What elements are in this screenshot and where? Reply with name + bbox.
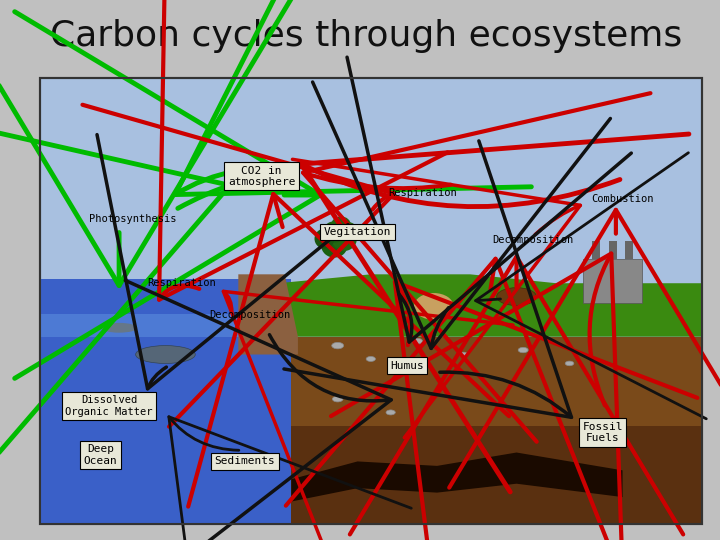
Text: Humus: Humus bbox=[390, 361, 424, 370]
Text: Deep
Ocean: Deep Ocean bbox=[84, 444, 117, 465]
FancyArrowPatch shape bbox=[284, 141, 572, 417]
Bar bbox=[40, 426, 702, 524]
Text: Combustion: Combustion bbox=[591, 193, 654, 204]
FancyArrowPatch shape bbox=[0, 107, 230, 455]
Ellipse shape bbox=[333, 396, 343, 402]
FancyArrowPatch shape bbox=[223, 292, 513, 540]
Ellipse shape bbox=[412, 338, 423, 344]
Ellipse shape bbox=[459, 352, 468, 357]
Bar bbox=[40, 337, 702, 524]
FancyArrowPatch shape bbox=[449, 210, 720, 488]
Ellipse shape bbox=[323, 221, 346, 242]
FancyArrowPatch shape bbox=[83, 105, 394, 427]
FancyArrowPatch shape bbox=[286, 259, 615, 540]
Text: Vegitation: Vegitation bbox=[324, 227, 391, 237]
FancyArrowPatch shape bbox=[0, 0, 302, 286]
Ellipse shape bbox=[331, 217, 351, 234]
Bar bbox=[40, 78, 702, 524]
Text: CO2 in
atmosphere: CO2 in atmosphere bbox=[228, 165, 295, 187]
Ellipse shape bbox=[565, 361, 574, 366]
FancyArrowPatch shape bbox=[97, 134, 348, 389]
Polygon shape bbox=[251, 274, 702, 337]
FancyArrowPatch shape bbox=[331, 254, 623, 540]
FancyArrowPatch shape bbox=[302, 134, 689, 492]
Bar bbox=[40, 314, 292, 337]
Ellipse shape bbox=[332, 342, 343, 349]
Bar bbox=[582, 259, 642, 303]
Ellipse shape bbox=[386, 410, 395, 415]
Ellipse shape bbox=[321, 233, 348, 258]
Ellipse shape bbox=[518, 347, 528, 353]
Text: Respiration: Respiration bbox=[388, 188, 457, 198]
FancyArrowPatch shape bbox=[350, 256, 683, 535]
Text: Respiration: Respiration bbox=[148, 278, 217, 288]
Text: Decomposition: Decomposition bbox=[210, 310, 291, 320]
FancyArrowPatch shape bbox=[168, 417, 411, 540]
FancyArrowPatch shape bbox=[175, 0, 531, 194]
FancyArrowPatch shape bbox=[125, 280, 391, 540]
Ellipse shape bbox=[337, 222, 359, 242]
Ellipse shape bbox=[135, 346, 195, 363]
Ellipse shape bbox=[315, 228, 334, 249]
Bar bbox=[40, 78, 702, 524]
Text: Dissolved
Organic Matter: Dissolved Organic Matter bbox=[66, 395, 153, 416]
FancyArrowPatch shape bbox=[303, 93, 650, 442]
Bar bbox=[625, 241, 633, 259]
Polygon shape bbox=[292, 453, 623, 502]
Polygon shape bbox=[238, 274, 298, 354]
FancyArrowPatch shape bbox=[476, 153, 706, 419]
Text: Photosynthesis: Photosynthesis bbox=[89, 214, 176, 224]
Text: Carbon cycles through ecosystems: Carbon cycles through ecosystems bbox=[50, 19, 683, 53]
Bar bbox=[40, 279, 292, 524]
Ellipse shape bbox=[101, 323, 138, 333]
Text: Fossil
Fuels: Fossil Fuels bbox=[582, 422, 623, 443]
Ellipse shape bbox=[366, 356, 375, 361]
Ellipse shape bbox=[414, 293, 454, 320]
Text: Sediments: Sediments bbox=[215, 456, 275, 467]
FancyArrowPatch shape bbox=[14, 12, 320, 379]
FancyArrowPatch shape bbox=[312, 82, 611, 348]
Ellipse shape bbox=[332, 226, 357, 251]
FancyArrowPatch shape bbox=[347, 57, 631, 342]
FancyArrowPatch shape bbox=[292, 159, 580, 438]
Bar bbox=[608, 241, 616, 259]
FancyArrowPatch shape bbox=[395, 282, 698, 540]
FancyArrowPatch shape bbox=[188, 194, 509, 507]
Bar bbox=[592, 241, 600, 259]
FancyArrowPatch shape bbox=[159, 0, 448, 300]
Text: Decomposition: Decomposition bbox=[492, 234, 574, 245]
Ellipse shape bbox=[497, 288, 536, 306]
